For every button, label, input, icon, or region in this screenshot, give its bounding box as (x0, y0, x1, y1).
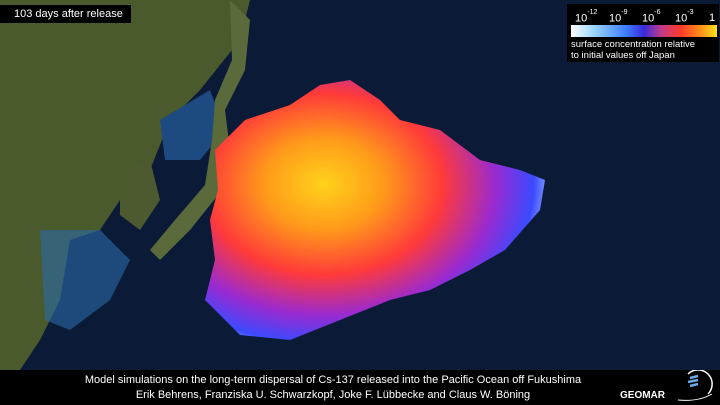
caption-bar: Model simulations on the long-term dispe… (0, 370, 720, 405)
caption-line-1: Model simulations on the long-term dispe… (84, 374, 582, 386)
geomar-globe-icon (677, 370, 713, 401)
continental-shelf (40, 230, 130, 330)
legend-label-line: surface concentration relative (571, 39, 696, 50)
radioactive-plume (205, 80, 545, 340)
legend-ticks: 10-12 10-9 10-6 10-3 1 (567, 8, 719, 25)
color-legend: 10-12 10-9 10-6 10-3 1 surface concentra… (567, 4, 719, 62)
korea-peninsula (120, 160, 160, 230)
legend-label: surface concentration relative to initia… (571, 39, 695, 61)
legend-tick: 10-3 (675, 9, 694, 25)
legend-tick: 10-12 (575, 9, 598, 25)
legend-color-bar (571, 25, 717, 37)
sea-of-japan (160, 90, 225, 160)
legend-label-line: to initial values off Japan (571, 50, 675, 61)
caption-line-2: Erik Behrens, Franziska U. Schwarzkopf, … (135, 389, 531, 401)
geomar-logo-text: GEOMAR (620, 390, 665, 401)
legend-tick: 10-6 (642, 9, 661, 25)
japan (150, 0, 250, 260)
legend-tick: 10-9 (609, 9, 628, 25)
legend-tick: 1 (709, 12, 716, 24)
days-after-release-label: 103 days after release (0, 5, 131, 23)
